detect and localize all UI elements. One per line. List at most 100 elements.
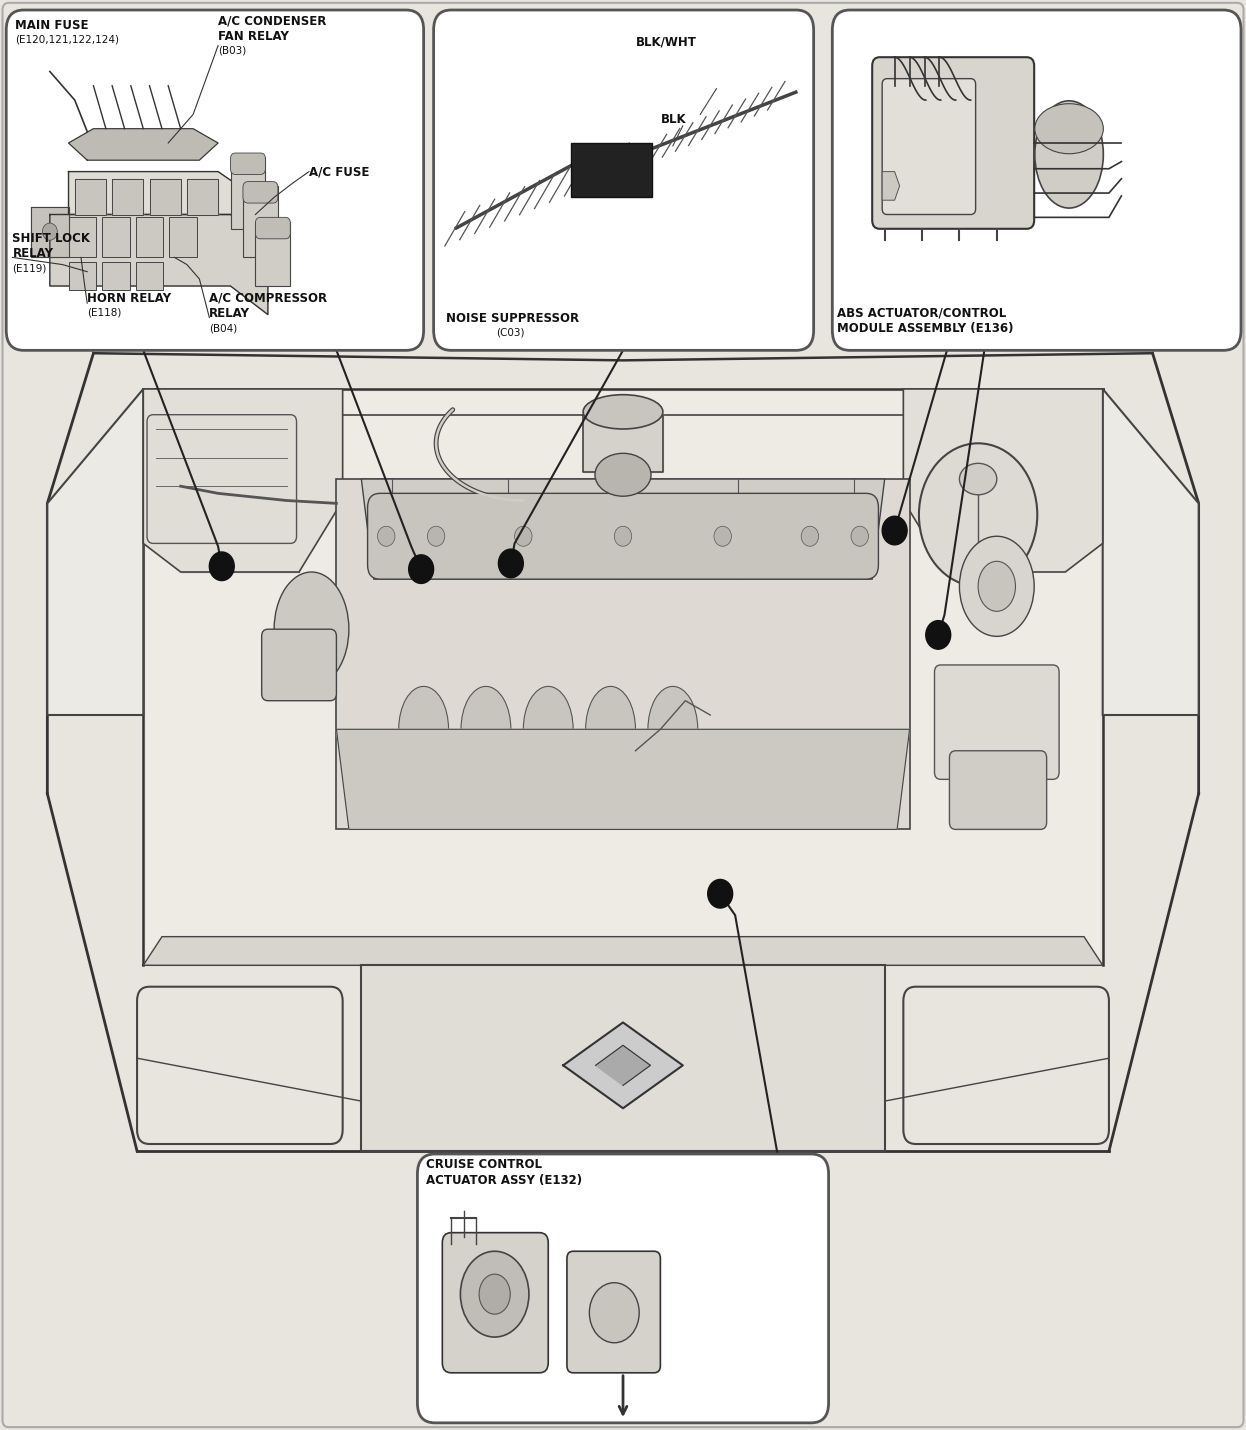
Text: CRUISE CONTROL: CRUISE CONTROL <box>426 1158 542 1171</box>
FancyBboxPatch shape <box>102 262 130 290</box>
Polygon shape <box>596 1045 650 1085</box>
Ellipse shape <box>1034 104 1104 154</box>
Circle shape <box>614 526 632 546</box>
Text: NOISE SUPPRESSOR: NOISE SUPPRESSOR <box>446 312 579 325</box>
FancyBboxPatch shape <box>832 10 1241 350</box>
Polygon shape <box>361 479 885 579</box>
Text: SHIFT LOCK: SHIFT LOCK <box>12 232 91 245</box>
Text: A/C COMPRESSOR: A/C COMPRESSOR <box>209 292 328 305</box>
Ellipse shape <box>586 686 635 772</box>
Polygon shape <box>31 207 69 257</box>
Circle shape <box>926 621 951 649</box>
Text: (B03): (B03) <box>218 46 247 56</box>
FancyBboxPatch shape <box>231 153 265 174</box>
Polygon shape <box>50 214 268 315</box>
FancyBboxPatch shape <box>571 143 652 197</box>
FancyBboxPatch shape <box>69 262 96 290</box>
Circle shape <box>409 555 434 583</box>
Polygon shape <box>563 1022 683 1108</box>
FancyBboxPatch shape <box>136 217 163 257</box>
Text: ABS ACTUATOR/CONTROL: ABS ACTUATOR/CONTROL <box>837 306 1007 319</box>
Polygon shape <box>150 179 181 214</box>
Polygon shape <box>882 172 900 200</box>
Polygon shape <box>583 415 663 472</box>
FancyBboxPatch shape <box>147 415 297 543</box>
Text: (C03): (C03) <box>496 327 525 337</box>
Polygon shape <box>187 179 218 214</box>
Circle shape <box>498 549 523 578</box>
FancyBboxPatch shape <box>949 751 1047 829</box>
Text: MAIN FUSE: MAIN FUSE <box>15 19 88 31</box>
Circle shape <box>515 526 532 546</box>
Text: MODULE ASSEMBLY (E136): MODULE ASSEMBLY (E136) <box>837 322 1014 335</box>
Circle shape <box>801 526 819 546</box>
Ellipse shape <box>478 1274 511 1314</box>
FancyBboxPatch shape <box>882 79 976 214</box>
Text: RELAY: RELAY <box>209 307 250 320</box>
Polygon shape <box>143 389 343 572</box>
Polygon shape <box>1103 389 1199 715</box>
Polygon shape <box>69 129 218 160</box>
Circle shape <box>851 526 868 546</box>
FancyBboxPatch shape <box>872 57 1034 229</box>
FancyBboxPatch shape <box>102 217 130 257</box>
FancyBboxPatch shape <box>169 217 197 257</box>
Circle shape <box>42 223 57 240</box>
Circle shape <box>427 526 445 546</box>
FancyBboxPatch shape <box>434 10 814 350</box>
FancyBboxPatch shape <box>136 262 163 290</box>
Ellipse shape <box>959 536 1034 636</box>
Ellipse shape <box>589 1283 639 1343</box>
FancyBboxPatch shape <box>231 157 265 229</box>
Ellipse shape <box>918 443 1037 586</box>
Text: A/C FUSE: A/C FUSE <box>309 166 369 179</box>
FancyBboxPatch shape <box>137 987 343 1144</box>
FancyBboxPatch shape <box>243 186 278 257</box>
FancyBboxPatch shape <box>255 217 290 239</box>
Ellipse shape <box>648 686 698 772</box>
FancyBboxPatch shape <box>69 217 96 257</box>
FancyBboxPatch shape <box>262 629 336 701</box>
Ellipse shape <box>523 686 573 772</box>
Ellipse shape <box>1034 102 1104 209</box>
FancyBboxPatch shape <box>361 965 885 1151</box>
Text: BLK/WHT: BLK/WHT <box>635 36 697 49</box>
Text: A/C CONDENSER: A/C CONDENSER <box>218 14 326 27</box>
Text: FAN RELAY: FAN RELAY <box>218 30 289 43</box>
FancyBboxPatch shape <box>146 392 1100 962</box>
Ellipse shape <box>959 463 997 495</box>
Circle shape <box>882 516 907 545</box>
Text: BLK: BLK <box>660 113 687 126</box>
Polygon shape <box>143 937 1103 965</box>
Text: (E118): (E118) <box>87 307 122 317</box>
FancyBboxPatch shape <box>6 10 424 350</box>
Text: (E119): (E119) <box>12 263 47 273</box>
Polygon shape <box>75 179 106 214</box>
Text: (B04): (B04) <box>209 323 238 333</box>
FancyBboxPatch shape <box>903 987 1109 1144</box>
Polygon shape <box>336 479 910 829</box>
Text: HORN RELAY: HORN RELAY <box>87 292 172 305</box>
FancyBboxPatch shape <box>417 1154 829 1423</box>
Circle shape <box>209 552 234 581</box>
Polygon shape <box>69 172 249 214</box>
Ellipse shape <box>274 572 349 686</box>
Ellipse shape <box>583 395 663 429</box>
Polygon shape <box>47 389 143 715</box>
Polygon shape <box>903 389 1103 572</box>
Polygon shape <box>336 729 910 829</box>
Ellipse shape <box>461 686 511 772</box>
Circle shape <box>708 879 733 908</box>
FancyBboxPatch shape <box>243 182 278 203</box>
Text: RELAY: RELAY <box>12 247 54 260</box>
FancyBboxPatch shape <box>934 665 1059 779</box>
Circle shape <box>714 526 731 546</box>
FancyBboxPatch shape <box>2 3 1244 1427</box>
Ellipse shape <box>596 453 650 496</box>
Text: (E120,121,122,124): (E120,121,122,124) <box>15 34 118 44</box>
Text: ACTUATOR ASSY (E132): ACTUATOR ASSY (E132) <box>426 1174 582 1187</box>
FancyBboxPatch shape <box>442 1233 548 1373</box>
Ellipse shape <box>399 686 449 772</box>
Ellipse shape <box>978 562 1015 612</box>
Polygon shape <box>112 179 143 214</box>
